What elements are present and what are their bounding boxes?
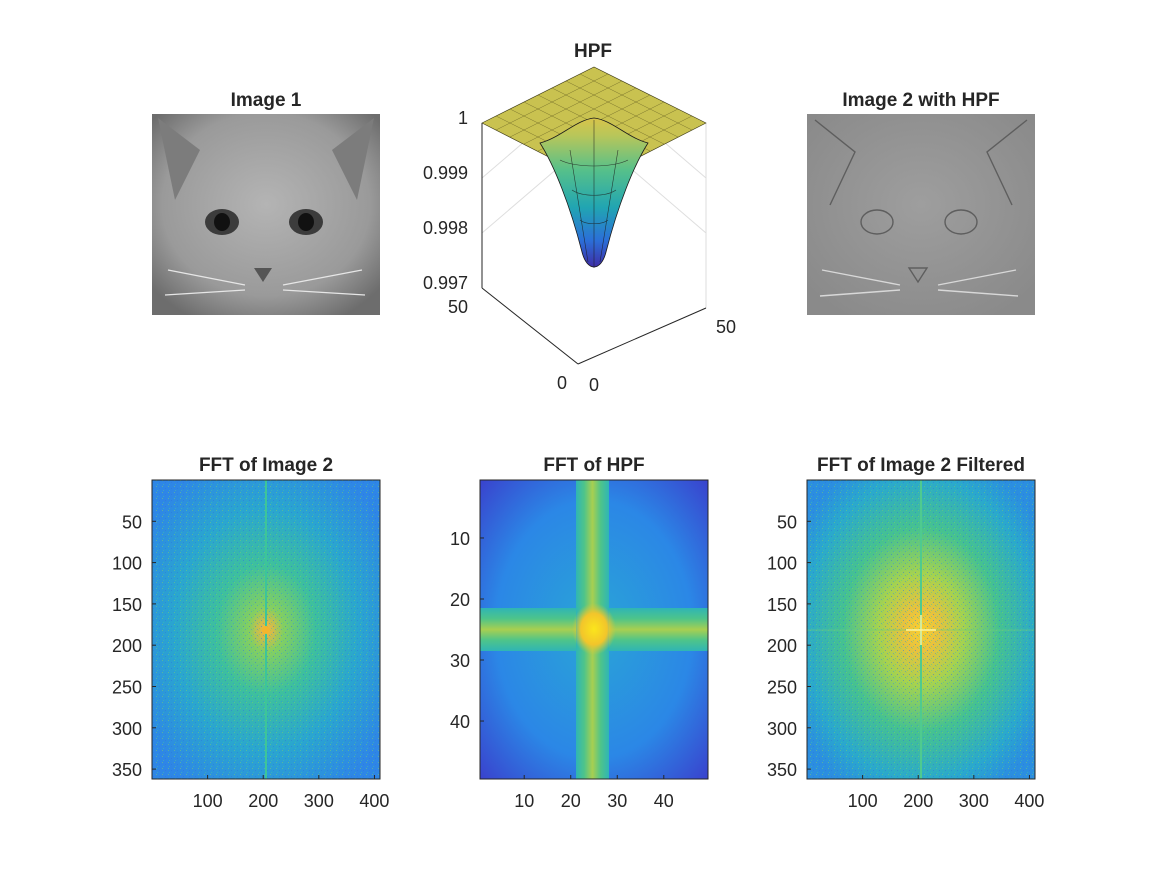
panel-fft-filtered: FFT of Image 2 Filtered 100 200 300 4005010… xyxy=(767,455,1045,811)
fft-filtered-axes-box xyxy=(806,479,1036,780)
hpf-xtick-label: 50 xyxy=(716,317,736,337)
kitten-eye-edge-left xyxy=(860,209,894,235)
hpf-ztick-label: 0.999 xyxy=(423,163,468,183)
kitten-ear-left xyxy=(158,118,200,200)
panel-title-image-2-hpf: Image 2 with HPF xyxy=(842,90,999,111)
fft-filtered-xtick-label: 300 xyxy=(959,791,989,811)
hpf-x-axis-line xyxy=(577,307,707,365)
fft-filtered-ytick-label: 150 xyxy=(767,595,797,615)
fft-image-2-ytick-label: 50 xyxy=(122,512,142,532)
kitten-nose xyxy=(254,268,272,282)
hpf-ytick-label: 50 xyxy=(448,297,468,317)
fft-image-2-ytick-label: 300 xyxy=(112,719,142,739)
fft-hpf-xtick-label: 20 xyxy=(561,791,581,811)
kitten-face-image-1 xyxy=(158,118,374,296)
fft-hpf-ytick-label: 20 xyxy=(450,590,470,610)
fft-hpf-xtick-label: 30 xyxy=(607,791,627,811)
fft-filtered-xtick-label: 400 xyxy=(1014,791,1044,811)
fft-image-2-ytick-label: 350 xyxy=(112,760,142,780)
fft-hpf-xtick-label: 10 xyxy=(514,791,534,811)
kitten-whisker-edges xyxy=(819,269,1019,297)
kitten-nose-edge xyxy=(907,267,929,284)
kitten-whiskers xyxy=(164,269,366,296)
panel-title-hpf: HPF xyxy=(574,41,612,62)
fft-filtered-ytick-label: 200 xyxy=(767,636,797,656)
panel-title-image-1: Image 1 xyxy=(231,90,302,111)
fft-image-2-xtick-label: 400 xyxy=(359,791,389,811)
panel-image-1: Image 1 xyxy=(152,90,380,315)
hpf-xtick-label: 0 xyxy=(589,375,599,395)
fft-hpf-center-peak xyxy=(572,603,616,655)
hpf-ztick-label: 1 xyxy=(458,108,468,128)
panel-title-fft-filtered: FFT of Image 2 Filtered xyxy=(817,455,1025,476)
hpf-y-axis-line xyxy=(481,287,579,365)
fft-filtered-xtick-label: 100 xyxy=(848,791,878,811)
fft-filtered-ytick-label: 350 xyxy=(767,760,797,780)
fft-filtered-ytick-label: 50 xyxy=(777,512,797,532)
panel-image-2-hpf: Image 2 with HPF xyxy=(807,90,1035,315)
fft-image-2-ytick-label: 100 xyxy=(112,554,142,574)
fft-image-2-ticks: 100 200 300 400 50 100 150 200 250 300 350 xyxy=(112,512,390,811)
fft-image-2-ytick-label: 250 xyxy=(112,677,142,697)
hpf-dip-mesh xyxy=(559,120,629,268)
hpf-z-ticks: 1 0.999 0.998 0.997 xyxy=(423,108,468,293)
kitten-edges-image-2 xyxy=(814,119,1028,297)
hpf-axes xyxy=(481,123,707,365)
hpf-ztick-label: 0.997 xyxy=(423,273,468,293)
panel-title-fft-hpf: FFT of HPF xyxy=(543,455,644,476)
fft-image-2-xtick-label: 100 xyxy=(193,791,223,811)
kitten-eye-edge-right xyxy=(944,209,978,235)
fft-hpf-xtick-label: 40 xyxy=(654,791,674,811)
panel-hpf: HPF 1 0.999 0.998 0.997 50 0 0 50 xyxy=(423,41,736,395)
fft-hpf-ytick-label: 10 xyxy=(450,529,470,549)
fft-hpf-ticks: 10 20 30 40 10 20 30 40 xyxy=(450,529,674,811)
fft-image-2-ytick-label: 150 xyxy=(112,595,142,615)
fft-filtered-xtick-label: 200 xyxy=(903,791,933,811)
fft-image-2-xtick-label: 300 xyxy=(304,791,334,811)
hpf-ztick-label: 0.998 xyxy=(423,218,468,238)
fft-image-2-axes-box xyxy=(151,479,381,780)
kitten-ear-edge xyxy=(814,119,1028,206)
panel-title-fft-image-2: FFT of Image 2 xyxy=(199,455,333,476)
fft-hpf-ytick-label: 40 xyxy=(450,712,470,732)
fft-hpf-ytick-label: 30 xyxy=(450,651,470,671)
fft-hpf-axes-box xyxy=(479,479,709,780)
fft-filtered-ticks: 100 200 300 400 50 100 150 200 250 300 350 xyxy=(767,512,1045,811)
fft-filtered-center-cross xyxy=(906,615,936,645)
fft-filtered-ytick-label: 300 xyxy=(767,719,797,739)
hpf-ytick-label: 0 xyxy=(557,373,567,393)
panel-fft-hpf: FFT of HPF 10 20 30 40 10 20 30 40 xyxy=(450,455,709,811)
fft-filtered-ytick-label: 100 xyxy=(767,554,797,574)
kitten-ear-right xyxy=(332,118,374,200)
kitten-photo-image-2-hpf xyxy=(807,114,1035,315)
kitten-pupil-right xyxy=(298,213,314,231)
fft-filtered-ytick-label: 250 xyxy=(767,677,797,697)
kitten-pupil-left xyxy=(214,213,230,231)
panel-fft-image-2: FFT of Image 2 100 200 300 400 50 100 150 200 25… xyxy=(112,455,390,811)
fft-image-2-xtick-label: 200 xyxy=(248,791,278,811)
fft-image-2-dc-peak xyxy=(262,626,270,634)
fft-image-2-ytick-label: 200 xyxy=(112,636,142,656)
